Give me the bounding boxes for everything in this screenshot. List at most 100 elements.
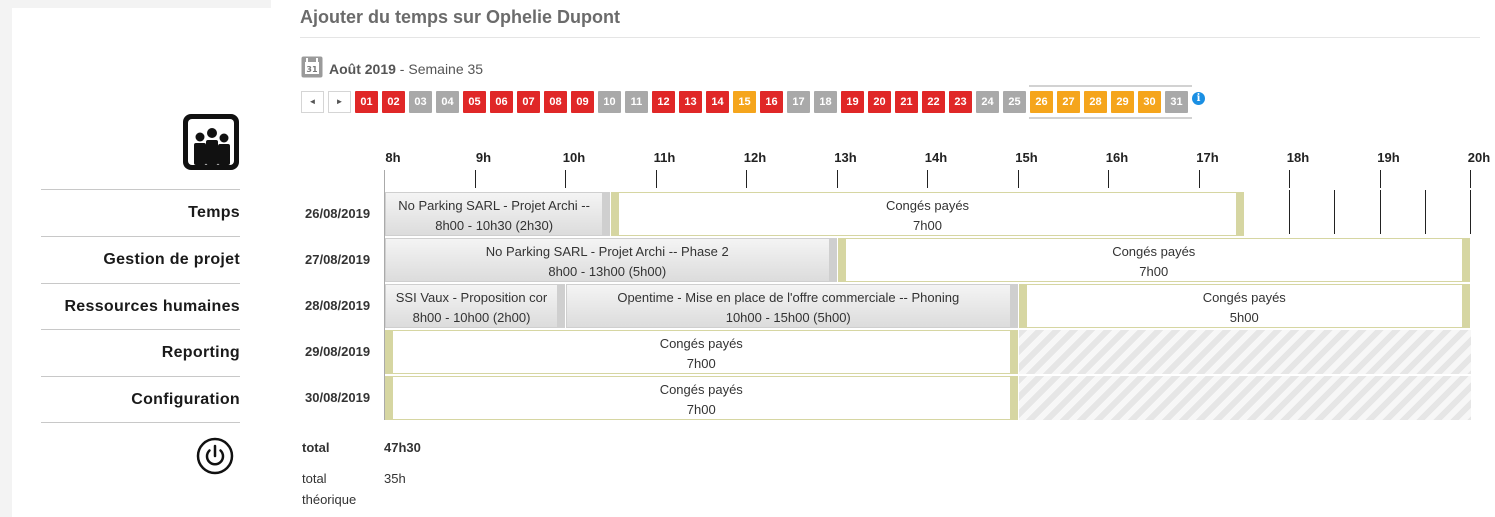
calendar-icon[interactable]: 31 [301, 56, 323, 78]
day-button-07[interactable]: 07 [517, 91, 540, 113]
hour-label: 15h [1015, 150, 1038, 165]
hour-tick [1108, 170, 1109, 188]
day-button-10[interactable]: 10 [598, 91, 621, 113]
period-label: Août 2019 - Semaine 35 [329, 61, 483, 77]
day-button-03[interactable]: 03 [409, 91, 432, 113]
block-duration: 7h00 [686, 402, 716, 417]
title-divider [300, 37, 1480, 38]
hour-tick [1198, 170, 1200, 188]
hour-label: 9h [475, 150, 492, 165]
hour-label: 11h [653, 150, 676, 165]
hour-tick [565, 170, 566, 188]
info-icon[interactable]: i [1192, 92, 1205, 105]
leave-block[interactable]: Congés payés 7h00 [611, 192, 1244, 236]
day-button-08[interactable]: 08 [544, 91, 567, 113]
block-title: Congés payés [1112, 244, 1196, 259]
row-date: 28/08/2019 [305, 298, 371, 313]
block-duration: 7h00 [1139, 264, 1169, 279]
hour-tick [927, 170, 928, 188]
day-button-18[interactable]: 18 [814, 91, 837, 113]
day-button-02[interactable]: 02 [382, 91, 405, 113]
next-week-button[interactable]: ► [328, 91, 351, 113]
hour-label: 17h [1196, 150, 1219, 165]
day-button-09[interactable]: 09 [571, 91, 594, 113]
day-button-01[interactable]: 01 [355, 91, 378, 113]
project-time-block[interactable]: No Parking SARL - Projet Archi -- Phase … [385, 238, 837, 282]
block-duration: 8h00 - 10h00 (2h00) [412, 310, 531, 325]
day-button-14[interactable]: 14 [706, 91, 729, 113]
prev-week-button[interactable]: ◄ [301, 91, 324, 113]
project-time-block[interactable]: Opentime - Mise en place de l'offre comm… [566, 284, 1018, 328]
day-button-26[interactable]: 26 [1030, 91, 1053, 113]
day-button-25[interactable]: 25 [1003, 91, 1026, 113]
hour-tick [474, 170, 476, 188]
day-button-29[interactable]: 29 [1111, 91, 1134, 113]
row-date: 26/08/2019 [305, 206, 371, 221]
day-button-17[interactable]: 17 [787, 91, 810, 113]
day-button-22[interactable]: 22 [922, 91, 945, 113]
sidebar-item-ressources-humaines[interactable]: Ressources humaines [41, 283, 240, 329]
day-button-24[interactable]: 24 [976, 91, 999, 113]
total-label: total [302, 440, 330, 455]
leave-block[interactable]: Congés payés 5h00 [1018, 284, 1470, 328]
hour-tick [836, 170, 838, 188]
svg-text:31: 31 [306, 65, 318, 74]
day-button-19[interactable]: 19 [841, 91, 864, 113]
day-button-04[interactable]: 04 [436, 91, 459, 113]
project-time-block[interactable]: SSI Vaux - Proposition cor 8h00 - 10h00 (… [385, 284, 565, 328]
hour-tick [1379, 170, 1381, 188]
sidebar-item-configuration[interactable]: Configuration [41, 376, 240, 422]
project-time-block[interactable]: No Parking SARL - Projet Archi -- 8h00 - … [385, 192, 611, 236]
block-duration: 8h00 - 13h00 (5h00) [548, 264, 667, 279]
hour-label: 13h [834, 150, 857, 165]
block-duration: 7h00 [686, 356, 716, 371]
day-button-15[interactable]: 15 [733, 91, 756, 113]
grid-line [1379, 190, 1381, 234]
block-title: No Parking SARL - Projet Archi -- Phase … [485, 244, 729, 259]
main-content: Ajouter du temps sur Ophelie Dupont 31 A… [271, 0, 1495, 517]
sidebar: Temps Gestion de projet Ressources humai… [12, 8, 271, 517]
block-duration: 10h00 - 15h00 (5h00) [725, 310, 851, 325]
sidebar-item-gestion-projet[interactable]: Gestion de projet [41, 236, 240, 282]
day-button-28[interactable]: 28 [1084, 91, 1107, 113]
day-button-05[interactable]: 05 [463, 91, 486, 113]
block-title: Congés payés [1202, 290, 1286, 305]
block-title: Congés payés [659, 336, 743, 351]
sidebar-item-reporting[interactable]: Reporting [41, 329, 240, 375]
day-button-30[interactable]: 30 [1138, 91, 1161, 113]
day-button-13[interactable]: 13 [679, 91, 702, 113]
theoretical-total-label-1: total [302, 471, 327, 486]
day-button-20[interactable]: 20 [868, 91, 891, 113]
theoretical-total-label-2: théorique [302, 492, 357, 507]
block-title: No Parking SARL - Projet Archi -- [398, 198, 590, 213]
unavailable-hatched-area [1018, 376, 1471, 420]
sidebar-item-temps[interactable]: Temps [41, 189, 240, 235]
row-date: 27/08/2019 [305, 252, 371, 267]
leave-block[interactable]: Congés payés 7h00 [385, 376, 1018, 420]
day-button-16[interactable]: 16 [760, 91, 783, 113]
hour-label: 8h [385, 150, 401, 165]
day-button-11[interactable]: 11 [625, 91, 648, 113]
leave-block[interactable]: Congés payés 7h00 [385, 330, 1018, 374]
grid-line [1424, 190, 1426, 234]
total-value: 47h30 [384, 440, 421, 455]
page-title: Ajouter du temps sur Ophelie Dupont [300, 7, 621, 27]
hour-label: 20h [1467, 150, 1491, 165]
day-button-27[interactable]: 27 [1057, 91, 1080, 113]
hour-label: 14h [924, 150, 948, 165]
row-date: 30/08/2019 [305, 390, 371, 405]
hour-label: 10h [562, 150, 586, 165]
timeline-axis [384, 170, 385, 420]
grid-line [1334, 190, 1336, 234]
day-button-12[interactable]: 12 [652, 91, 675, 113]
block-title: Congés payés [885, 198, 970, 213]
day-button-31[interactable]: 31 [1165, 91, 1188, 113]
people-group-icon[interactable] [181, 112, 241, 172]
day-button-21[interactable]: 21 [895, 91, 918, 113]
block-title: Congés payés [659, 382, 743, 397]
day-button-23[interactable]: 23 [949, 91, 972, 113]
hour-tick [1470, 170, 1471, 188]
power-icon[interactable] [196, 437, 234, 475]
day-button-06[interactable]: 06 [490, 91, 513, 113]
leave-block[interactable]: Congés payés 7h00 [837, 238, 1470, 282]
